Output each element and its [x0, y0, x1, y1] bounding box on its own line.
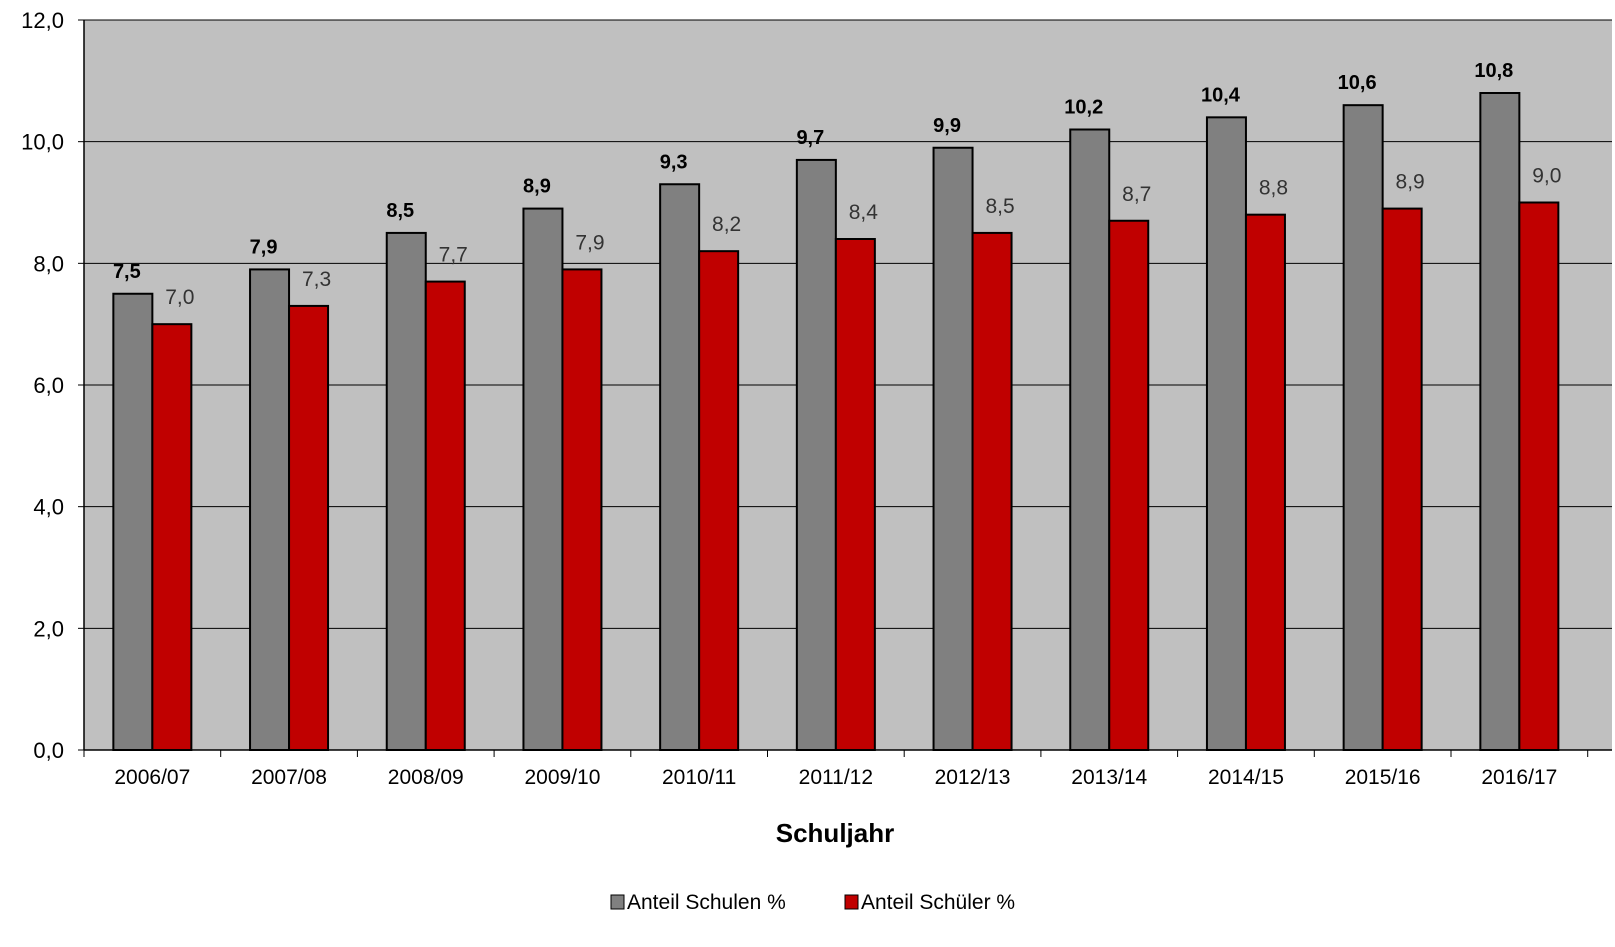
bar-schueler	[1381, 207, 1423, 752]
data-label: 9,3	[660, 151, 688, 173]
bar-schulen	[1069, 128, 1111, 751]
data-label: 8,9	[523, 176, 551, 198]
bar-schulen	[1479, 92, 1521, 751]
data-label: 8,7	[1122, 183, 1151, 206]
y-tick-label: 6,0	[33, 373, 64, 398]
bar-schueler	[698, 250, 740, 752]
legend-swatch	[610, 894, 625, 910]
x-tick-label: 2008/09	[388, 766, 464, 789]
data-label: 8,8	[1259, 177, 1288, 200]
x-tick-label: 2010/11	[662, 766, 736, 789]
y-tick-label: 2,0	[33, 616, 64, 641]
legend-label: Anteil Schulen %	[627, 891, 786, 914]
data-label: 8,4	[849, 201, 879, 224]
data-label: 8,2	[712, 213, 741, 236]
data-label: 7,3	[302, 268, 331, 291]
bar-schulen	[795, 158, 837, 751]
data-label: 7,7	[439, 244, 468, 267]
y-tick-label: 8,0	[33, 251, 64, 276]
y-tick-label: 10,0	[21, 130, 64, 155]
data-label: 8,5	[386, 200, 414, 222]
x-tick-label: 2012/13	[935, 766, 1011, 789]
x-axis-title: Schuljahr	[776, 818, 894, 848]
bar-schueler	[1244, 213, 1286, 751]
bar-schulen	[932, 146, 974, 751]
legend-swatch	[844, 894, 859, 910]
y-tick-label: 4,0	[33, 495, 64, 520]
bar-schulen	[1342, 104, 1384, 751]
x-tick-label: 2011/12	[799, 766, 873, 789]
data-label: 9,0	[1532, 165, 1561, 188]
data-label: 7,9	[575, 231, 604, 254]
data-label: 10,8	[1474, 60, 1513, 82]
data-label: 8,9	[1396, 171, 1425, 194]
x-tick-label: 2013/14	[1071, 766, 1147, 789]
data-label: 8,5	[985, 195, 1014, 218]
x-tick-label: 2007/08	[251, 766, 327, 789]
bar-schueler	[1518, 201, 1560, 751]
bar-schulen	[522, 207, 564, 752]
x-tick-label: 2006/07	[114, 766, 190, 789]
data-label: 7,0	[165, 286, 194, 309]
bar-schueler	[1108, 219, 1150, 751]
x-tick-label: 2009/10	[524, 766, 600, 789]
x-tick-label: 2016/17	[1481, 766, 1557, 789]
bar-schueler	[834, 238, 876, 751]
x-tick-label: 2014/15	[1208, 766, 1284, 789]
data-label: 10,6	[1338, 72, 1377, 94]
bar-schulen	[1205, 116, 1247, 752]
bar-schulen	[112, 292, 154, 751]
data-label: 7,9	[250, 236, 278, 258]
data-label: 10,2	[1064, 97, 1103, 119]
bar-schueler	[561, 268, 603, 751]
data-label: 9,9	[933, 115, 961, 137]
bar-schulen	[249, 268, 291, 751]
x-tick-label: 2015/16	[1345, 766, 1421, 789]
data-label: 7,5	[113, 261, 141, 283]
y-tick-label: 12,0	[21, 8, 64, 33]
bar-schulen	[385, 231, 427, 751]
data-label: 9,7	[796, 127, 824, 149]
bar-schueler	[424, 280, 466, 751]
bar-schueler	[151, 323, 193, 751]
bar-schueler	[288, 304, 330, 751]
legend-label: Anteil Schüler %	[861, 891, 1015, 914]
y-tick-label: 0,0	[33, 738, 64, 763]
data-label: 10,4	[1201, 84, 1241, 106]
bar-schueler	[971, 231, 1013, 751]
bar-schulen	[659, 183, 701, 751]
